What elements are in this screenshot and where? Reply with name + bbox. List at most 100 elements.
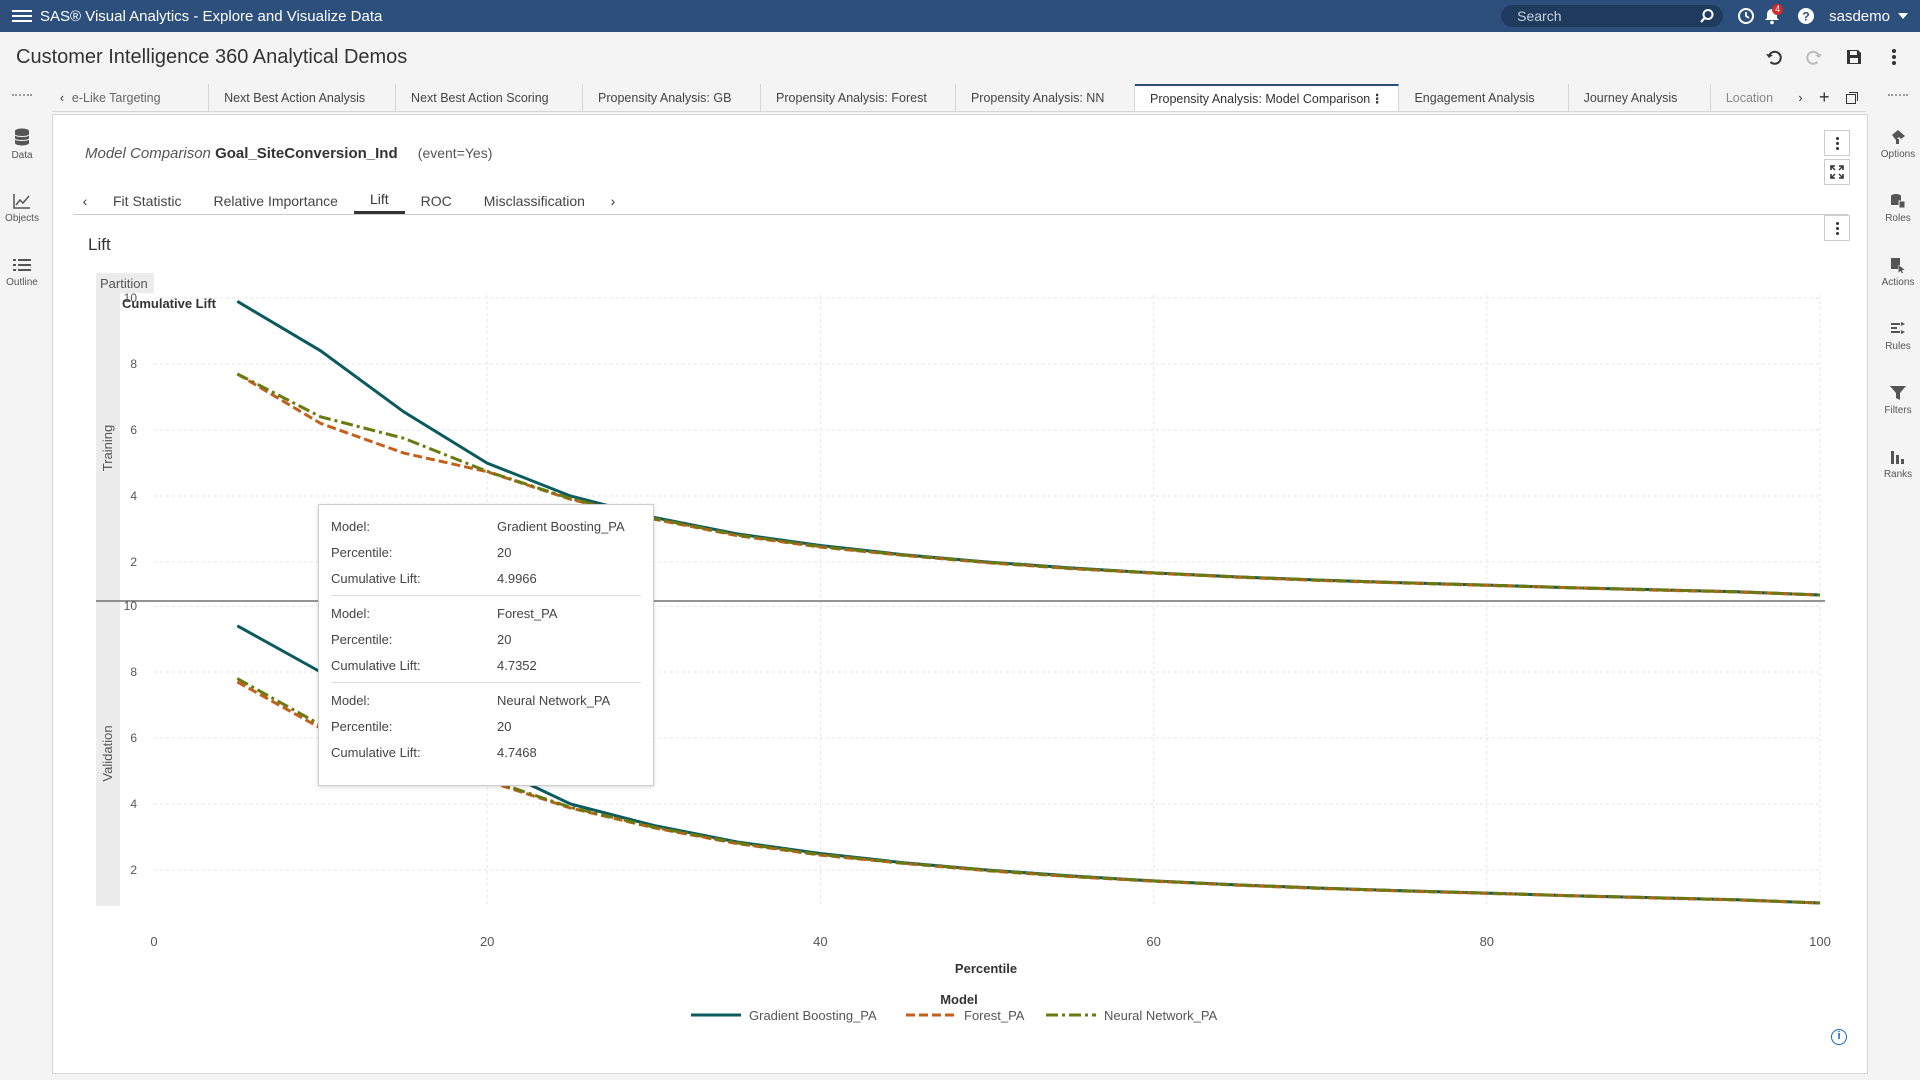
tooltip-row: Percentile: 20 xyxy=(331,539,641,565)
rail-filters[interactable]: Filters xyxy=(1876,368,1920,432)
notifications-bell-icon[interactable]: 4 xyxy=(1759,3,1785,29)
x-tick-label: 40 xyxy=(813,934,827,949)
data-tooltip: Model: Gradient Boosting_PA Percentile: 20… xyxy=(318,504,654,786)
tab-roc[interactable]: ROC xyxy=(420,192,452,209)
legend[interactable]: Gradient Boosting_PA Forest_PA Neural Netw… xyxy=(691,1008,1218,1023)
page-tab-label: Propensity Analysis: GB xyxy=(598,90,732,105)
more-options-icon[interactable] xyxy=(1874,37,1914,77)
tooltip-row: Model: Neural Network_PA xyxy=(331,687,641,713)
tab-fit-statistic[interactable]: Fit Statistic xyxy=(113,192,182,209)
rail-outline[interactable]: Outline xyxy=(0,240,44,304)
actions-icon xyxy=(1891,257,1906,273)
rail-objects[interactable]: Objects xyxy=(0,176,44,240)
paint-brush-icon xyxy=(1892,129,1905,144)
legend-label: Gradient Boosting_PA xyxy=(749,1008,877,1023)
app-title: SAS® Visual Analytics - Explore and Visu… xyxy=(40,7,383,25)
page-tab-label: Next Best Action Analysis xyxy=(224,90,366,105)
tooltip-value: 4.9966 xyxy=(497,570,537,586)
tooltip-key: Model: xyxy=(331,518,371,534)
page-tab[interactable]: Propensity Analysis: Forest xyxy=(761,84,956,111)
page-overview-icon[interactable] xyxy=(1838,84,1866,111)
rail-ranks[interactable]: Ranks xyxy=(1876,432,1920,496)
rail-label: Objects xyxy=(5,212,39,224)
panel-label-bg-validation xyxy=(96,601,120,906)
add-page-icon[interactable]: + xyxy=(1819,87,1830,107)
tooltip-value: 4.7352 xyxy=(497,657,537,673)
tabs-scroll-right-icon[interactable]: › xyxy=(1798,90,1803,105)
rail-options[interactable]: Options xyxy=(1876,112,1920,176)
tab-misclassification[interactable]: Misclassification xyxy=(483,192,585,209)
rail-label: Actions xyxy=(1881,276,1915,288)
tooltip-value: 20 xyxy=(497,544,512,560)
page-tab-active[interactable]: Propensity Analysis: Model Comparison ⋮ xyxy=(1135,84,1400,111)
help-icon[interactable]: ? xyxy=(1793,3,1819,29)
page-tab[interactable]: Location xyxy=(1711,84,1791,111)
rail-label: Roles xyxy=(1885,212,1911,224)
page-tab-label: Propensity Analysis: Model Comparison xyxy=(1150,91,1371,106)
history-icon[interactable] xyxy=(1733,3,1759,29)
save-icon[interactable] xyxy=(1834,37,1874,77)
undo-icon[interactable] xyxy=(1754,37,1794,77)
report-header: Customer Intelligence 360 Analytical Dem… xyxy=(0,32,1920,82)
right-rail: Options Roles Actions Rules Filters Rank… xyxy=(1876,112,1920,1080)
y-tick-label: 6 xyxy=(130,731,137,745)
rail-data[interactable]: Data xyxy=(0,112,44,176)
tooltip-value: 20 xyxy=(497,718,512,734)
right-rail-handle-icon[interactable] xyxy=(1888,94,1908,100)
tooltip-group-gradient-boosting: Model: Gradient Boosting_PA Percentile: 20… xyxy=(331,509,641,596)
search-box[interactable] xyxy=(1501,5,1724,27)
rail-label: Rules xyxy=(1885,340,1911,352)
legend-title: Model xyxy=(940,992,978,1007)
tooltip-value: 4.7468 xyxy=(497,744,537,760)
search-input[interactable] xyxy=(1517,8,1700,24)
tab-relative-importance[interactable]: Relative Importance xyxy=(213,192,338,209)
y-tick-label: 6 xyxy=(130,423,137,437)
bar-chart-icon xyxy=(1891,450,1904,464)
rail-roles[interactable]: Roles xyxy=(1876,176,1920,240)
rail-actions[interactable]: Actions xyxy=(1876,240,1920,304)
event-label: (event=Yes) xyxy=(417,145,493,161)
x-tick-label: 20 xyxy=(480,934,494,949)
chart-title: Lift xyxy=(88,235,111,254)
tabs-scroll-left-icon[interactable]: ‹ xyxy=(59,90,65,105)
page-tab[interactable]: e-Like Targeting xyxy=(72,84,210,111)
x-axis-title: Percentile xyxy=(955,961,1017,976)
subtabs-right-icon[interactable]: › xyxy=(610,192,616,209)
maximize-icon[interactable] xyxy=(1824,159,1850,185)
search-icon[interactable] xyxy=(1699,8,1715,24)
rail-rules[interactable]: Rules xyxy=(1876,304,1920,368)
page-tab[interactable]: Next Best Action Scoring xyxy=(396,84,584,111)
app-top-bar: SAS® Visual Analytics - Explore and Visu… xyxy=(0,0,1920,32)
page-tab[interactable]: Propensity Analysis: NN xyxy=(956,84,1135,111)
panel-label: Training xyxy=(100,425,115,471)
tab-lift[interactable]: Lift xyxy=(353,187,405,214)
line-chart-icon xyxy=(13,193,30,209)
tooltip-row: Model: Gradient Boosting_PA xyxy=(331,513,641,539)
page-tab[interactable]: Engagement Analysis xyxy=(1399,84,1569,111)
rail-label: Options xyxy=(1880,148,1916,160)
x-tick-label: 0 xyxy=(150,934,157,949)
user-menu[interactable]: sasdemo xyxy=(1829,8,1908,25)
tooltip-key: Percentile: xyxy=(331,718,393,734)
legend-label: Forest_PA xyxy=(964,1008,1025,1023)
redo-icon[interactable] xyxy=(1794,37,1834,77)
subtabs-left-icon[interactable]: ‹ xyxy=(82,192,88,209)
page-tab[interactable]: Journey Analysis xyxy=(1569,84,1711,111)
page-tab[interactable]: Next Best Action Analysis xyxy=(209,84,397,111)
tooltip-row: Percentile: 20 xyxy=(331,713,641,739)
svg-text:?: ? xyxy=(1802,10,1809,24)
list-icon xyxy=(13,258,31,271)
database-icon xyxy=(14,128,30,145)
hamburger-menu-icon[interactable] xyxy=(12,10,32,22)
tooltip-key: Percentile: xyxy=(331,631,393,647)
page-tab[interactable]: Propensity Analysis: GB xyxy=(583,84,762,111)
tooltip-value: 20 xyxy=(497,631,512,647)
left-rail-handle-icon[interactable] xyxy=(12,94,32,100)
chart-menu-icon[interactable] xyxy=(1824,215,1850,241)
info-icon[interactable]: i xyxy=(1831,1029,1847,1045)
tab-menu-icon[interactable]: ⋮ xyxy=(1370,92,1384,106)
object-menu-icon[interactable] xyxy=(1824,130,1850,156)
y-tick-label: 4 xyxy=(130,797,137,811)
left-rail: Data Objects Outline xyxy=(0,112,44,1080)
page-tab-label: Journey Analysis xyxy=(1583,90,1678,105)
